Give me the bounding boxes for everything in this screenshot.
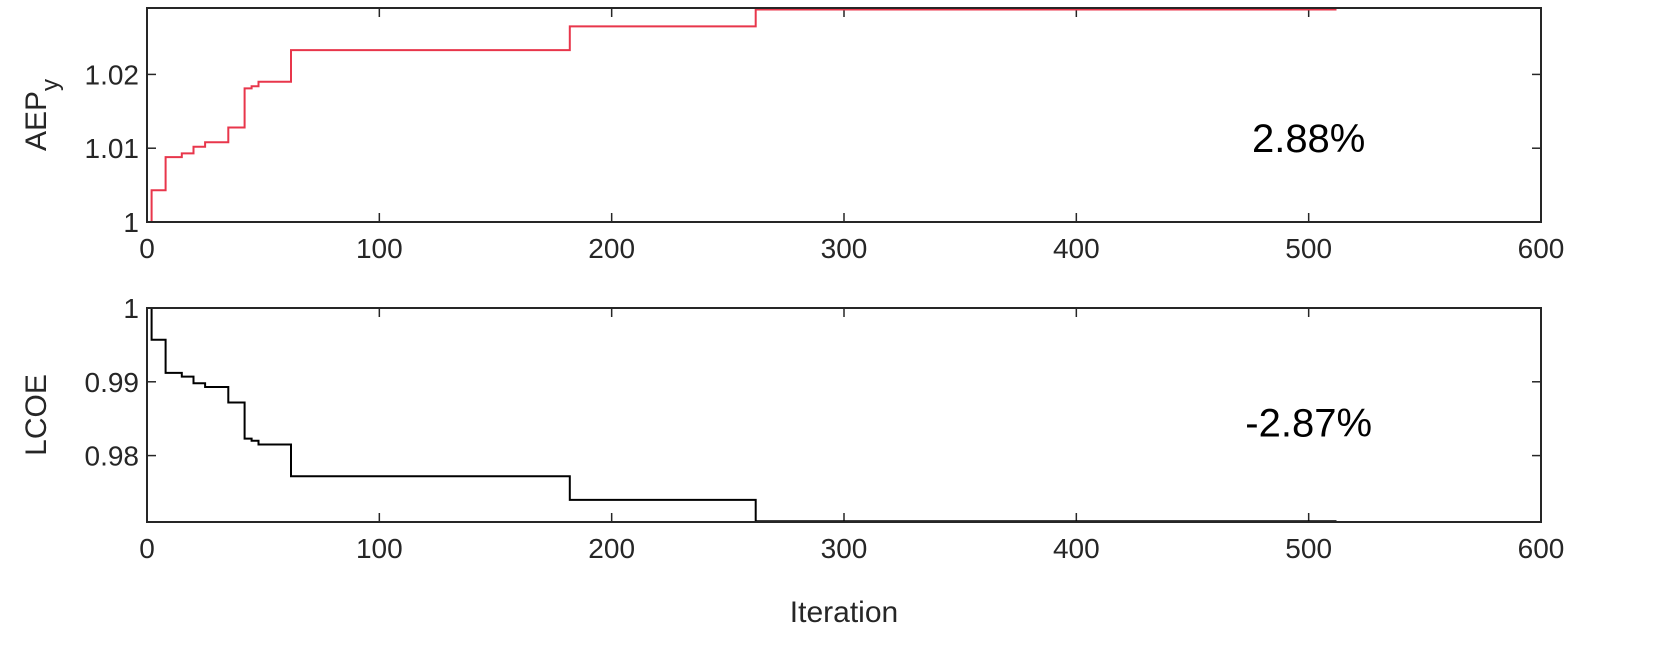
lcoe-ytick-label: 1 — [123, 293, 139, 324]
lcoe-xtick-label: 0 — [139, 533, 155, 564]
aep-xtick-label: 300 — [821, 233, 868, 264]
lcoe-ylabel: LCOE — [20, 374, 53, 456]
lcoe-xtick-label: 200 — [588, 533, 635, 564]
aep-xtick-label: 400 — [1053, 233, 1100, 264]
aep-ytick-label: 1.02 — [85, 59, 140, 90]
lcoe-ytick-label: 0.98 — [85, 441, 140, 472]
aep-series-line — [147, 8, 1337, 223]
aep-ylabel: AEPy — [20, 79, 64, 151]
aep-xtick-label: 600 — [1518, 233, 1565, 264]
lcoe-xlabel: Iteration — [790, 596, 898, 629]
aep-xtick-label: 100 — [356, 233, 403, 264]
aep-ylabel-subscript: y — [37, 79, 64, 91]
aep-xtick-label: 0 — [139, 233, 155, 264]
aep-change-annotation: 2.88% — [1252, 117, 1365, 161]
aep-xtick-label: 200 — [588, 233, 635, 264]
aep-chart: 0 100 200 300 400 500 600 1 1.01 1.02 2.88% AEPy — [20, 7, 1565, 264]
lcoe-change-annotation: -2.87% — [1245, 401, 1372, 445]
lcoe-axes-frame — [146, 307, 1542, 523]
lcoe-xtick-label: 400 — [1053, 533, 1100, 564]
lcoe-plot-area — [147, 308, 1541, 522]
aep-xtick-label: 500 — [1285, 233, 1332, 264]
lcoe-chart: 0 100 200 300 400 500 600 0.98 0.99 1 -2.87% LCOE It… — [20, 293, 1564, 629]
aep-plot-area — [147, 8, 1541, 222]
aep-axes-frame — [146, 7, 1542, 223]
lcoe-ytick-label: 0.99 — [85, 367, 140, 398]
lcoe-xtick-label: 100 — [356, 533, 403, 564]
lcoe-series-line — [147, 307, 1337, 523]
aep-ytick-label: 1 — [123, 207, 139, 238]
lcoe-xtick-label: 300 — [821, 533, 868, 564]
aep-ytick-label: 1.01 — [85, 133, 140, 164]
lcoe-xtick-label: 500 — [1285, 533, 1332, 564]
lcoe-xtick-label: 600 — [1518, 533, 1565, 564]
